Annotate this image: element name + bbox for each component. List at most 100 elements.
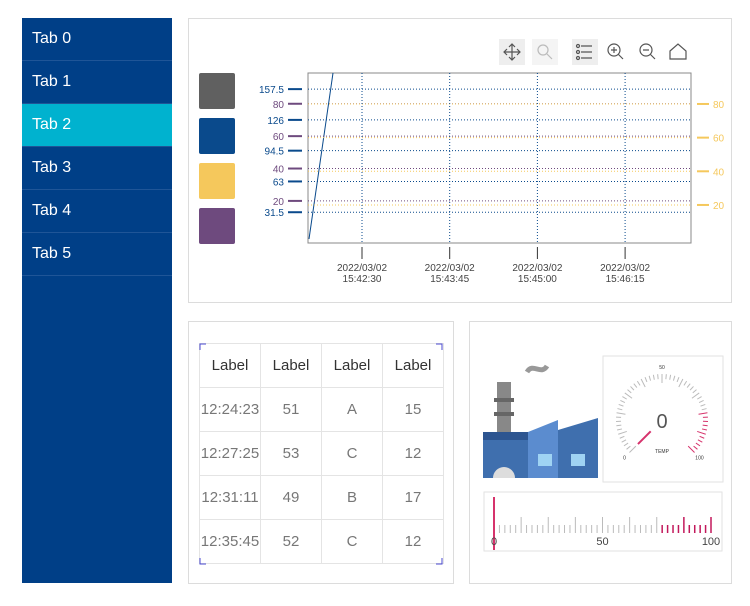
y-tick-label: 31.5 <box>265 208 285 219</box>
y-tick-label: 63 <box>273 177 285 188</box>
gauge-scale-label: 50 <box>659 365 665 371</box>
table-cell: 15 <box>382 387 444 432</box>
chart-panel: 31.5 63 94.5 126 157.5 20 40 60 80 20 40 60 80 2022/0… <box>188 18 732 303</box>
gauge-tick <box>617 408 623 411</box>
y2-tick-label: 20 <box>713 201 725 212</box>
y-tick-label: 80 <box>273 100 285 111</box>
y-tick-label: 157.5 <box>259 85 284 96</box>
gauge-tick <box>672 375 676 381</box>
gauge-tick <box>701 428 708 431</box>
gauge-tick <box>621 439 627 443</box>
gauges: 0 TEMP 0 50 100 0 50 100 <box>483 355 724 552</box>
table-row: 12:35:45 52 C 12 <box>199 519 444 564</box>
gauge-tick <box>697 430 706 435</box>
gauge-needle <box>637 430 652 445</box>
gauge-tick <box>699 435 705 439</box>
gauge-tick <box>616 424 622 427</box>
gauge-scale-label: 100 <box>695 455 704 461</box>
zoom-box-button[interactable] <box>532 39 558 65</box>
table-cell: 49 <box>260 475 322 520</box>
table-row: 12:24:23 51 A 15 <box>199 387 444 432</box>
x-tick-label: 2022/03/02 <box>337 263 387 274</box>
header-cell: Label <box>382 343 444 388</box>
table-row: 12:27:25 53 C 12 <box>199 431 444 476</box>
corners <box>199 343 443 565</box>
tab[interactable]: Tab 4 <box>22 190 172 233</box>
tab[interactable]: Tab 2 <box>22 104 172 147</box>
gauge-tick <box>636 380 641 386</box>
gauge-tick <box>697 396 702 400</box>
tab[interactable]: Tab 5 <box>22 233 172 276</box>
y2-tick-label: 40 <box>713 167 725 178</box>
y2-tick-label: 60 <box>713 134 725 145</box>
table-cell: 12:35:45 <box>199 519 261 564</box>
gauge-tick <box>693 445 698 450</box>
linear-scale-label: 0 <box>491 536 497 548</box>
header-row: Label Label Label Label <box>199 343 444 388</box>
gauge-tick <box>624 392 633 399</box>
gauge-tick <box>623 442 629 447</box>
gauge-tick <box>702 424 708 427</box>
gauge-tick <box>644 377 648 383</box>
legend-swatch <box>199 118 235 154</box>
legend-swatch <box>199 163 235 199</box>
y-tick-label: 20 <box>273 197 285 208</box>
gauge-tick <box>700 403 706 407</box>
gauge-value: 0 <box>656 411 667 433</box>
gauge-tick <box>619 435 625 439</box>
gauge-tick <box>698 399 704 403</box>
gauge-tick <box>687 445 695 453</box>
gauge-tick <box>630 386 635 391</box>
tab[interactable]: Tab 1 <box>22 61 172 104</box>
gauge-tick <box>618 430 627 435</box>
tab[interactable]: Tab 0 <box>22 18 172 61</box>
y-tick-label: 126 <box>267 116 284 127</box>
table-cell: 52 <box>260 519 322 564</box>
gauge-tick <box>701 408 707 411</box>
gauge-tick <box>616 428 623 431</box>
y-tick-label: 40 <box>273 165 285 176</box>
gauge-tick <box>697 439 703 443</box>
zoom-out-button[interactable] <box>639 43 656 60</box>
factory-illustration <box>483 364 598 478</box>
y-tick-label: 60 <box>273 132 285 143</box>
gauge-tick <box>622 396 627 400</box>
home-button[interactable] <box>669 43 687 60</box>
gauge-tick <box>689 386 694 391</box>
table-panel: Label Label Label Label 12:24:23 51 A 15 12:27:2… <box>188 321 454 584</box>
x-tick-label: 2022/03/02 <box>425 263 475 274</box>
tab[interactable]: Tab 3 <box>22 147 172 190</box>
zoom-in-button[interactable] <box>607 43 624 60</box>
header-cell: Label <box>199 343 261 388</box>
x-tick-label: 15:46:15 <box>606 274 645 285</box>
x-tick-label: 2022/03/02 <box>512 263 562 274</box>
gauge-tick <box>678 378 684 388</box>
chart: 31.5 63 94.5 126 157.5 20 40 60 80 20 40 60 80 2022/0… <box>199 39 725 285</box>
gauge-panel: 0 TEMP 0 50 100 0 50 100 <box>469 321 732 584</box>
gauge-tick <box>683 380 688 386</box>
gauge-tick <box>695 442 701 447</box>
gauge-tick <box>620 399 626 403</box>
toolbar <box>499 39 687 65</box>
gauge-label: TEMP <box>655 449 670 455</box>
gauge-tick <box>627 389 632 394</box>
series-line <box>308 72 334 240</box>
y-tick-label: 94.5 <box>265 147 285 158</box>
gauge-tick <box>626 445 631 450</box>
legend-swatch <box>199 73 235 109</box>
gauge-tick <box>686 383 691 388</box>
table-cell: 17 <box>382 475 444 520</box>
gauge-tick <box>618 403 624 407</box>
gauge-tick <box>691 392 700 399</box>
table-cell: 12:31:11 <box>199 475 261 520</box>
gauge-scale-label: 0 <box>623 455 626 461</box>
linear-scale-label: 100 <box>702 536 720 548</box>
table-cell: 51 <box>260 387 322 432</box>
table-cell: 53 <box>260 431 322 476</box>
table-cell: 12:24:23 <box>199 387 261 432</box>
gauge-tick <box>629 445 637 453</box>
gauge-tick <box>633 383 638 388</box>
gauge-tick <box>692 389 697 394</box>
table-cell: 12 <box>382 431 444 476</box>
plot-area <box>307 72 692 244</box>
